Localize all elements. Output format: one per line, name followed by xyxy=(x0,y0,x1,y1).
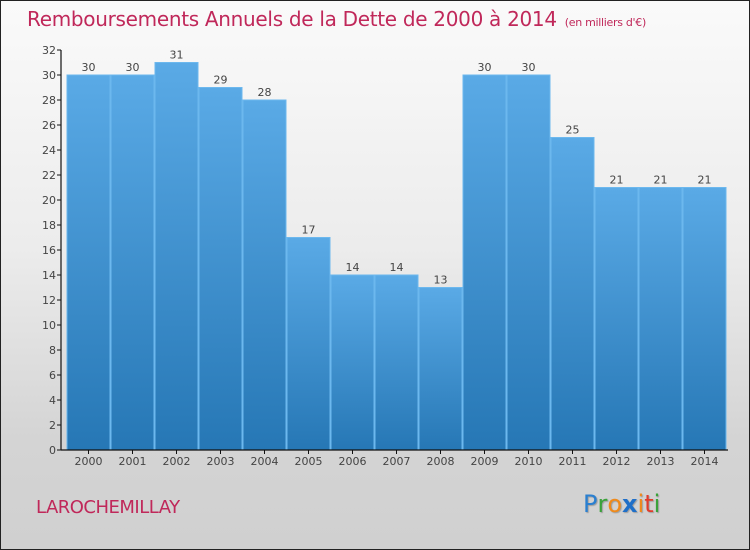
y-tick-label-24: 24 xyxy=(42,144,56,157)
x-tick-label-2003: 2003 xyxy=(207,455,235,468)
y-tick-label-2: 2 xyxy=(49,419,56,432)
chart-title: Remboursements Annuels de la Dette de 20… xyxy=(27,7,646,31)
bar-2010 xyxy=(506,74,551,451)
y-tick-label-10: 10 xyxy=(42,319,56,332)
logo-letter: i xyxy=(653,490,661,518)
x-tick-label-2013: 2013 xyxy=(647,455,675,468)
bar-2006 xyxy=(330,274,375,451)
bar-2002 xyxy=(154,62,199,451)
y-tick-label-0: 0 xyxy=(49,444,56,457)
x-tick-label-2006: 2006 xyxy=(339,455,367,468)
logo-letter: r xyxy=(597,490,608,518)
bar-2007 xyxy=(374,274,419,451)
value-label-2008: 13 xyxy=(434,274,448,287)
x-tick-label-2012: 2012 xyxy=(603,455,631,468)
value-label-2003: 29 xyxy=(214,74,228,87)
bar-2012 xyxy=(594,187,639,451)
x-tick-label-2014: 2014 xyxy=(691,455,719,468)
value-label-2011: 25 xyxy=(566,124,580,137)
y-tick-label-8: 8 xyxy=(49,344,56,357)
value-label-2009: 30 xyxy=(478,61,492,74)
x-tick-label-2010: 2010 xyxy=(515,455,543,468)
bar-2003 xyxy=(198,87,243,451)
value-label-2005: 17 xyxy=(302,224,316,237)
y-tick-label-14: 14 xyxy=(42,269,56,282)
y-tick-label-6: 6 xyxy=(49,369,56,382)
x-tick-label-2001: 2001 xyxy=(119,455,147,468)
y-tick-label-20: 20 xyxy=(42,194,56,207)
y-tick-label-16: 16 xyxy=(42,244,56,257)
bar-2001 xyxy=(110,74,155,451)
value-label-2010: 30 xyxy=(522,61,536,74)
x-tick-label-2007: 2007 xyxy=(383,455,411,468)
bar-2014 xyxy=(682,187,727,451)
x-tick-label-2011: 2011 xyxy=(559,455,587,468)
y-tick-label-12: 12 xyxy=(42,294,56,307)
value-label-2014: 21 xyxy=(698,174,712,187)
bar-2004 xyxy=(242,99,287,451)
value-label-2000: 30 xyxy=(82,61,96,74)
x-tick-label-2008: 2008 xyxy=(427,455,455,468)
logo-letter: x xyxy=(622,490,638,518)
x-tick-label-2004: 2004 xyxy=(251,455,279,468)
logo-letter: i xyxy=(637,490,645,518)
logo-letter: t xyxy=(644,490,654,518)
bar-2008 xyxy=(418,287,463,451)
chart-title-text: Remboursements Annuels de la Dette de 20… xyxy=(27,7,557,31)
value-label-2004: 28 xyxy=(258,86,272,99)
value-label-2007: 14 xyxy=(390,261,404,274)
logo-letter: o xyxy=(607,490,623,518)
value-label-2013: 21 xyxy=(654,174,668,187)
y-tick-label-26: 26 xyxy=(42,119,56,132)
y-tick-label-4: 4 xyxy=(49,394,56,407)
y-tick-label-30: 30 xyxy=(42,69,56,82)
value-label-2001: 30 xyxy=(126,61,140,74)
commune-name: LAROCHEMILLAY xyxy=(36,497,180,518)
bar-2000 xyxy=(66,74,111,451)
y-tick-label-28: 28 xyxy=(42,94,56,107)
proxiti-logo[interactable]: Proxiti xyxy=(583,490,660,518)
y-tick-label-18: 18 xyxy=(42,219,56,232)
x-tick-label-2005: 2005 xyxy=(295,455,323,468)
x-tick-label-2009: 2009 xyxy=(471,455,499,468)
y-tick-label-32: 32 xyxy=(42,44,56,57)
x-tick-label-2000: 2000 xyxy=(75,455,103,468)
chart-subtitle: (en milliers d'€) xyxy=(564,16,646,29)
value-label-2002: 31 xyxy=(170,49,184,62)
bar-2011 xyxy=(550,137,595,451)
bar-2005 xyxy=(286,237,331,451)
value-label-2006: 14 xyxy=(346,261,360,274)
y-tick-label-22: 22 xyxy=(42,169,56,182)
logo-letter: P xyxy=(583,490,598,518)
bar-2013 xyxy=(638,187,683,451)
bar-2009 xyxy=(462,74,507,451)
value-label-2012: 21 xyxy=(610,174,624,187)
x-tick-label-2002: 2002 xyxy=(163,455,191,468)
